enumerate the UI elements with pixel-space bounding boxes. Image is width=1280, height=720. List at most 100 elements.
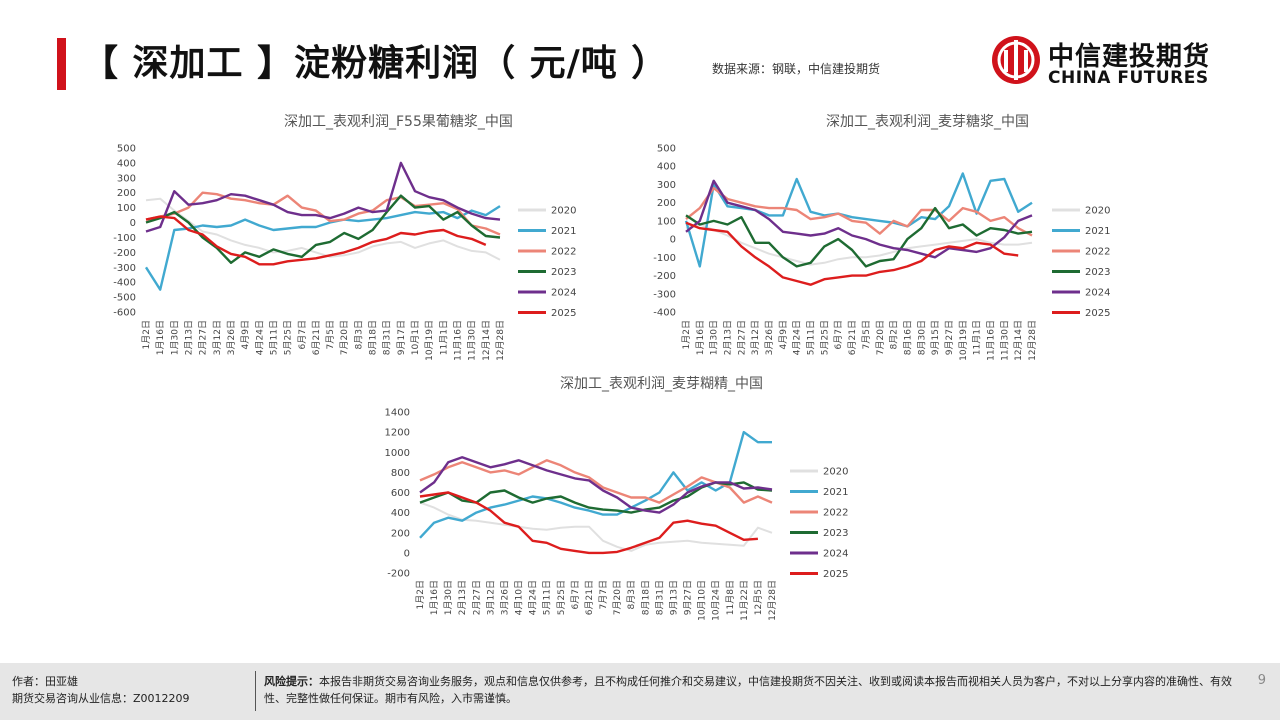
chart-svg: 深加工_表观利润_麦芽糖浆_中国 500 400 300 200 100 0 -100 -200…: [653, 114, 1110, 361]
series-line-2025: [419, 491, 758, 555]
series-line-2022: [685, 186, 1033, 237]
legend-label-2021: 2021: [551, 226, 576, 237]
x-tick-label: 11月30日: [999, 320, 1010, 361]
x-tick-label: 6月7日: [570, 580, 581, 609]
x-tick-label: 8月2日: [889, 320, 900, 349]
y-tick-label: 1200: [385, 428, 410, 439]
series-line-2020: [419, 501, 773, 552]
y-tick-label: 400: [657, 162, 676, 173]
x-tick-label: 8月31日: [382, 320, 393, 355]
x-tick-label: 11月8日: [725, 580, 736, 615]
y-tick-label: -200: [653, 271, 676, 282]
chart-svg: 深加工_表观利润_麦芽糊精_中国 1400 1200 1000 800 600 400 200…: [385, 376, 849, 621]
citic-logo-icon: [992, 36, 1040, 84]
license-info: 期货交易咨询从业信息：Z0012209: [12, 692, 190, 705]
x-tick-label: 11月1日: [438, 320, 449, 355]
legend-label-2023: 2023: [1085, 267, 1110, 278]
legend-label-2023: 2023: [823, 528, 848, 539]
y-tick-label: 0: [670, 235, 676, 246]
x-tick-label: 12月28日: [495, 320, 506, 361]
x-tick-label: 9月27日: [683, 580, 694, 615]
series-line-2024: [685, 179, 1033, 259]
series-line-2023: [685, 206, 1033, 268]
chart-svg: 深加工_表观利润_F55果葡糖浆_中国 500 400 300 200 100 0 -100 -…: [113, 114, 576, 361]
x-tick-label: 11月30日: [467, 320, 478, 361]
legend-label-2021: 2021: [823, 487, 848, 498]
x-tick-label: 1月30日: [709, 320, 720, 355]
legend-label-2025: 2025: [823, 569, 848, 580]
x-tick-label: 4月10日: [514, 580, 525, 615]
legend-label-2022: 2022: [823, 508, 848, 519]
x-tick-label: 4月24日: [254, 320, 265, 355]
y-tick-label: -300: [653, 289, 676, 300]
logo-text-en: CHINA FUTURES: [1048, 68, 1209, 88]
x-tick-label: 10月19日: [958, 320, 969, 361]
y-tick-label: 200: [391, 528, 410, 539]
x-tick-label: 10月1日: [410, 320, 421, 355]
legend-label-2024: 2024: [551, 288, 576, 299]
x-tick-label: 6月7日: [833, 320, 844, 349]
x-tick-label: 10月24日: [711, 580, 722, 621]
y-tick-label: 200: [117, 188, 136, 199]
y-tick-label: 800: [391, 468, 410, 479]
x-tick-label: 8月16日: [902, 320, 913, 355]
y-tick-label: 100: [117, 203, 136, 214]
x-tick-label: 10月19日: [424, 320, 435, 361]
y-tick-label: 300: [657, 180, 676, 191]
series-line-2020: [145, 197, 501, 261]
y-tick-label: 1000: [385, 448, 410, 459]
legend-label-2022: 2022: [1085, 247, 1110, 258]
x-tick-label: 11月1日: [972, 320, 983, 355]
x-tick-label: 2月13日: [723, 320, 734, 355]
x-tick-label: 12月28日: [1027, 320, 1038, 361]
risk-label: 风险提示：: [264, 675, 319, 688]
x-tick-label: 9月27日: [944, 320, 955, 355]
legend-label-2020: 2020: [823, 467, 848, 478]
x-tick-label: 8月18日: [368, 320, 379, 355]
x-tick-label: 1月30日: [169, 320, 180, 355]
x-tick-label: 1月16日: [695, 320, 706, 355]
footer-divider: [255, 671, 256, 711]
x-tick-label: 3月12日: [212, 320, 223, 355]
x-tick-label: 5月11日: [806, 320, 817, 355]
page-title: 【 深加工 】淀粉糖利润（ 元/吨 ）: [82, 43, 669, 84]
series-line-2024: [145, 161, 501, 233]
y-tick-label: 0: [404, 548, 410, 559]
y-tick-label: 0: [130, 218, 136, 229]
legend-label-2021: 2021: [1085, 226, 1110, 237]
y-tick-label: 400: [117, 158, 136, 169]
x-tick-label: 3月26日: [226, 320, 237, 355]
series-line-2023: [145, 194, 501, 264]
x-tick-label: 2月27日: [471, 580, 482, 615]
x-tick-label: 1月16日: [155, 320, 166, 355]
y-tick-label: 300: [117, 173, 136, 184]
page-number: 9: [1257, 673, 1266, 688]
y-tick-label: 200: [657, 198, 676, 209]
x-tick-label: 12月28日: [767, 580, 778, 621]
y-tick-label: -300: [113, 263, 136, 274]
x-tick-label: 1月2日: [141, 320, 152, 349]
legend-label-2024: 2024: [823, 549, 848, 560]
x-tick-label: 8月18日: [640, 580, 651, 615]
x-tick-label: 11月16日: [453, 320, 464, 361]
x-tick-label: 12月5日: [753, 580, 764, 615]
chart-title: 深加工_表观利润_F55果葡糖浆_中国: [284, 114, 513, 130]
x-tick-label: 7月20日: [875, 320, 886, 355]
legend-label-2025: 2025: [1085, 308, 1110, 319]
x-tick-label: 5月25日: [556, 580, 567, 615]
x-tick-label: 7月5日: [325, 320, 336, 349]
x-tick-label: 2月27日: [736, 320, 747, 355]
footer: 作者：田亚雄 期货交易咨询从业信息：Z0012209 风险提示：本报告非期货交易…: [0, 663, 1280, 720]
series-line-2021: [144, 205, 501, 291]
x-tick-label: 9月15日: [930, 320, 941, 355]
x-tick-label: 12月14日: [481, 320, 492, 361]
x-tick-label: 7月20日: [339, 320, 350, 355]
x-tick-label: 3月26日: [764, 320, 775, 355]
legend-label-2020: 2020: [551, 206, 576, 217]
y-tick-label: -500: [113, 293, 136, 304]
legend-label-2023: 2023: [551, 267, 576, 278]
series-line-2021: [684, 172, 1033, 268]
legend-label-2025: 2025: [551, 308, 576, 319]
chart-title: 深加工_表观利润_麦芽糊精_中国: [560, 376, 763, 392]
x-tick-label: 6月21日: [847, 320, 858, 355]
